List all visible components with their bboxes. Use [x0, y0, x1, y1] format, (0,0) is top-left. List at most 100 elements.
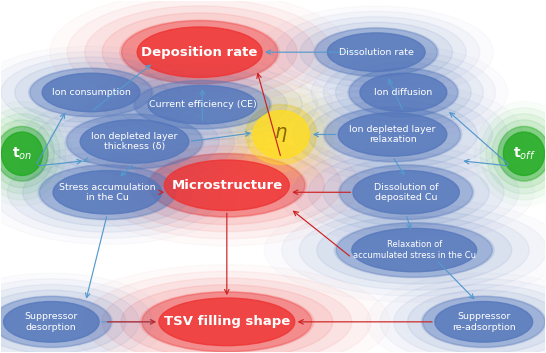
Ellipse shape — [0, 285, 139, 353]
Ellipse shape — [336, 223, 492, 277]
Ellipse shape — [308, 101, 477, 168]
Ellipse shape — [286, 17, 466, 88]
Ellipse shape — [67, 114, 203, 169]
Ellipse shape — [39, 165, 175, 220]
Ellipse shape — [308, 152, 504, 232]
Ellipse shape — [0, 127, 48, 181]
Ellipse shape — [360, 73, 447, 112]
Ellipse shape — [42, 73, 140, 112]
Ellipse shape — [50, 108, 219, 175]
Ellipse shape — [129, 146, 324, 225]
Ellipse shape — [22, 158, 192, 226]
Text: Relaxation of
accumulated stress in the Cu: Relaxation of accumulated stress in the … — [353, 240, 476, 260]
Ellipse shape — [134, 80, 270, 129]
Ellipse shape — [53, 170, 162, 214]
Text: TSV filling shape: TSV filling shape — [164, 315, 290, 328]
Ellipse shape — [336, 62, 471, 122]
Text: Ion diffusion: Ion diffusion — [374, 88, 432, 97]
Ellipse shape — [317, 216, 512, 284]
Ellipse shape — [421, 296, 546, 348]
Ellipse shape — [0, 296, 112, 348]
Text: Dissolution rate: Dissolution rate — [339, 48, 414, 57]
Ellipse shape — [313, 28, 439, 77]
Ellipse shape — [85, 6, 314, 98]
Ellipse shape — [80, 120, 189, 163]
Ellipse shape — [407, 290, 546, 353]
Text: Ion depleted layer
thickness (δ): Ion depleted layer thickness (δ) — [91, 132, 178, 151]
Ellipse shape — [0, 126, 49, 181]
Ellipse shape — [348, 68, 459, 117]
Ellipse shape — [423, 297, 545, 347]
Ellipse shape — [1, 57, 181, 128]
Ellipse shape — [137, 27, 262, 77]
Ellipse shape — [120, 20, 280, 84]
Text: Ion depleted layer
relaxation: Ion depleted layer relaxation — [349, 125, 436, 144]
Ellipse shape — [435, 301, 533, 342]
Ellipse shape — [340, 165, 473, 220]
Ellipse shape — [30, 68, 152, 116]
Ellipse shape — [147, 153, 307, 217]
Ellipse shape — [0, 297, 111, 347]
Ellipse shape — [323, 158, 489, 226]
Ellipse shape — [338, 164, 474, 220]
Ellipse shape — [103, 69, 302, 140]
Ellipse shape — [492, 120, 546, 187]
Ellipse shape — [0, 120, 54, 187]
Ellipse shape — [102, 13, 297, 91]
Text: $\eta$: $\eta$ — [274, 125, 288, 144]
Ellipse shape — [4, 301, 99, 342]
Ellipse shape — [122, 21, 278, 84]
Ellipse shape — [140, 291, 314, 352]
Ellipse shape — [121, 285, 333, 353]
Ellipse shape — [325, 107, 460, 162]
Ellipse shape — [102, 278, 352, 353]
Ellipse shape — [315, 28, 437, 76]
Ellipse shape — [338, 113, 447, 156]
Ellipse shape — [117, 74, 287, 135]
Ellipse shape — [159, 298, 295, 346]
Ellipse shape — [497, 126, 546, 181]
Ellipse shape — [0, 114, 60, 194]
Text: Suppressor
re-adsorption: Suppressor re-adsorption — [452, 312, 515, 331]
Ellipse shape — [148, 85, 257, 124]
Ellipse shape — [334, 222, 494, 278]
Ellipse shape — [498, 127, 546, 181]
Text: Suppressor
desorption: Suppressor desorption — [25, 312, 78, 331]
Text: Current efficiency (CE): Current efficiency (CE) — [149, 100, 256, 109]
Ellipse shape — [245, 104, 317, 165]
Ellipse shape — [503, 132, 544, 175]
Ellipse shape — [149, 154, 305, 217]
Ellipse shape — [349, 68, 458, 116]
Ellipse shape — [133, 80, 272, 129]
Ellipse shape — [164, 160, 289, 210]
Text: t$_{off}$: t$_{off}$ — [513, 145, 536, 162]
Ellipse shape — [15, 62, 167, 122]
Ellipse shape — [7, 152, 207, 232]
Ellipse shape — [323, 107, 462, 162]
Ellipse shape — [38, 164, 177, 220]
Ellipse shape — [34, 102, 234, 181]
Ellipse shape — [0, 290, 126, 353]
Text: t$_{on}$: t$_{on}$ — [12, 145, 32, 162]
Ellipse shape — [253, 110, 310, 158]
Ellipse shape — [237, 97, 325, 172]
Ellipse shape — [352, 228, 477, 272]
Ellipse shape — [323, 57, 483, 128]
Text: Dissolution of
deposited Cu: Dissolution of deposited Cu — [374, 183, 438, 202]
Text: Ion consumption: Ion consumption — [51, 88, 130, 97]
Text: Deposition rate: Deposition rate — [141, 46, 258, 59]
Ellipse shape — [486, 114, 546, 194]
Ellipse shape — [112, 139, 342, 232]
Ellipse shape — [246, 105, 317, 164]
Ellipse shape — [353, 170, 459, 214]
Text: Stress accumulation
in the Cu: Stress accumulation in the Cu — [59, 183, 156, 202]
Ellipse shape — [300, 22, 453, 82]
Ellipse shape — [28, 68, 153, 117]
Ellipse shape — [299, 210, 529, 290]
Ellipse shape — [229, 91, 333, 178]
Text: Microstructure: Microstructure — [171, 179, 282, 192]
Ellipse shape — [394, 285, 546, 353]
Ellipse shape — [327, 33, 425, 71]
Ellipse shape — [65, 114, 204, 169]
Ellipse shape — [293, 95, 492, 174]
